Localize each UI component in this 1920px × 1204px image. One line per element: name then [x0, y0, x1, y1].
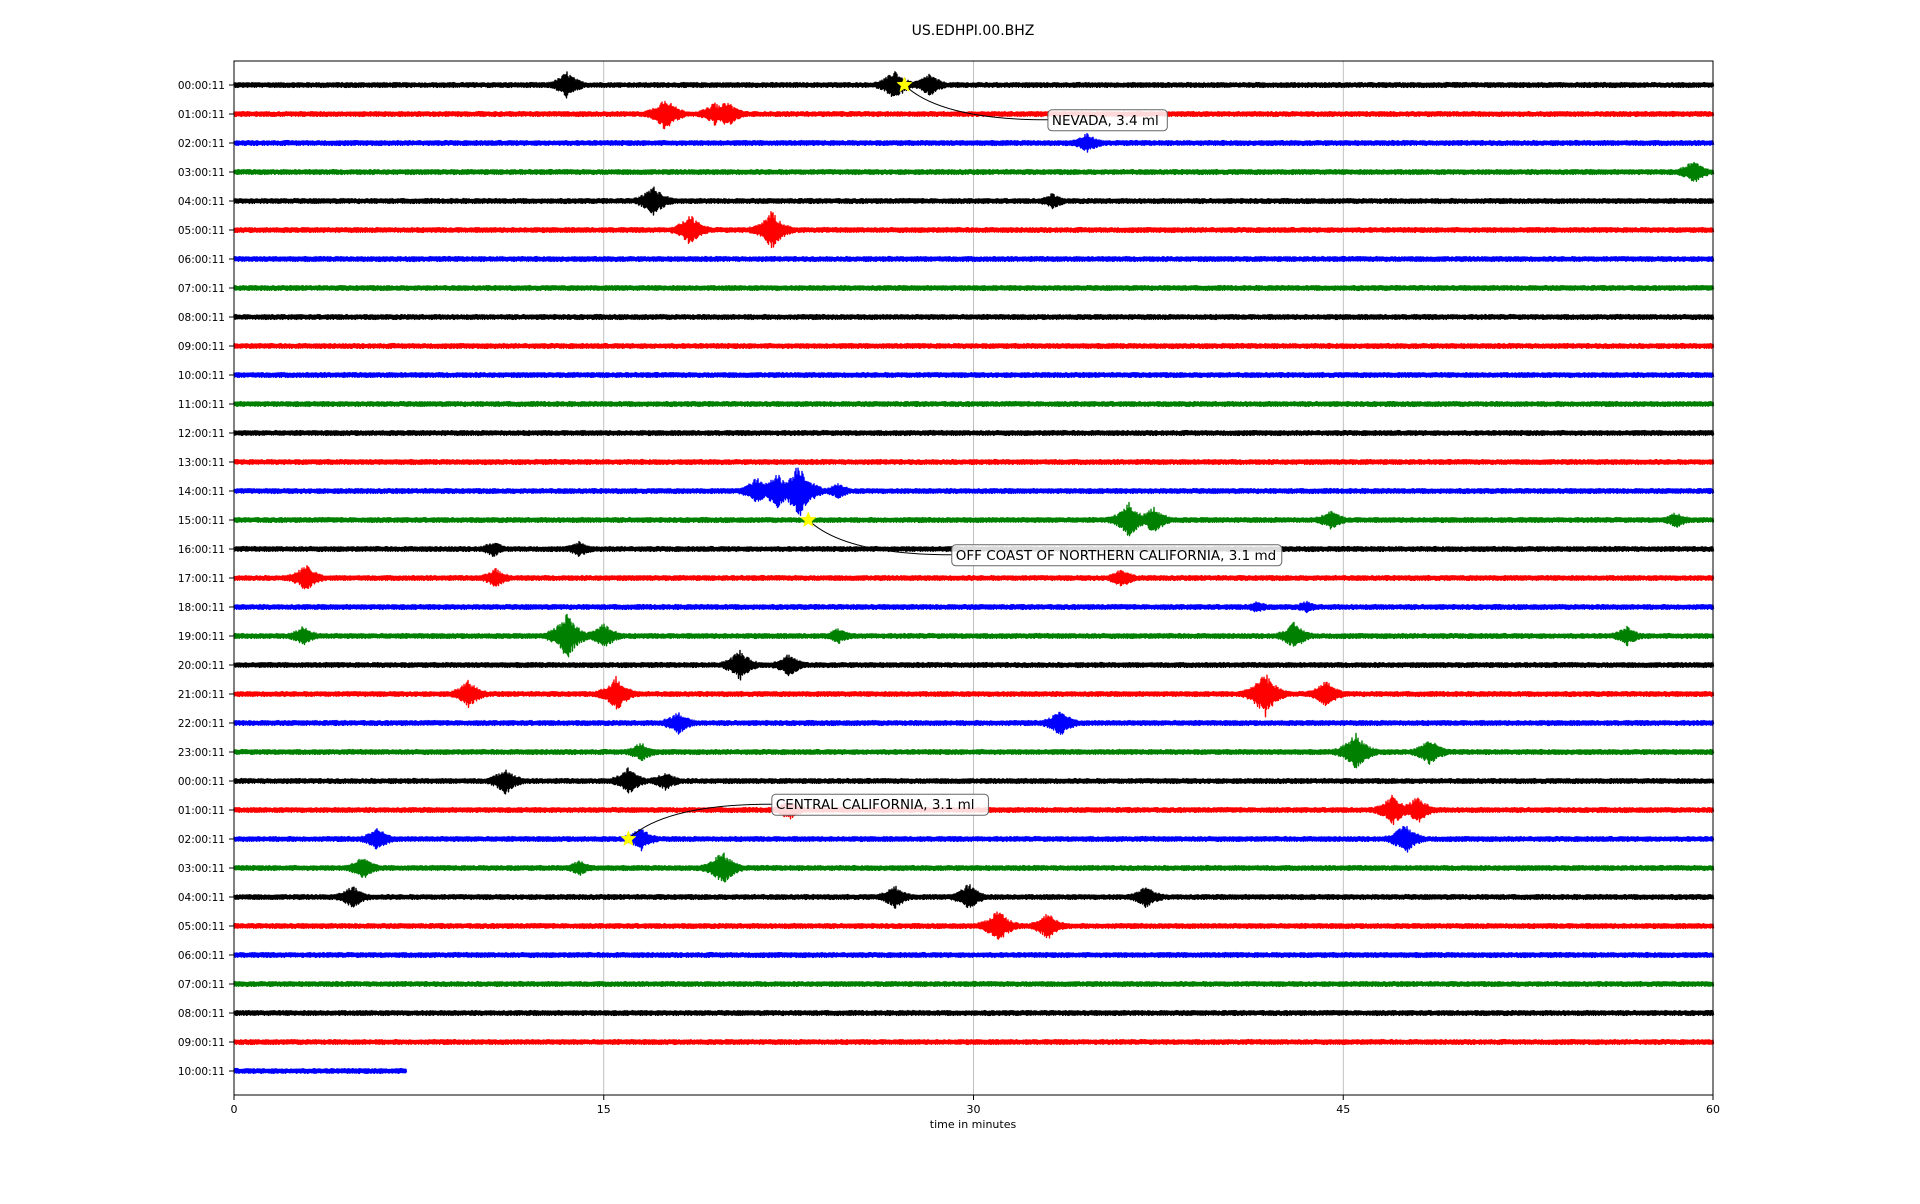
event-star-marker [896, 76, 913, 93]
x-tick-label: 30 [967, 1103, 981, 1116]
row-time-label: 05:00:11 [178, 921, 225, 933]
row-time-label: 04:00:11 [178, 892, 225, 904]
event-star-marker [800, 511, 817, 528]
axis-layer: 0 15 30 45 60 00:00:11 01:00:11 02:00:11 03:00:1… [178, 60, 1720, 1116]
seismic-trace [233, 825, 1715, 853]
seismic-trace [233, 951, 1715, 959]
seismic-trace [233, 255, 1715, 263]
row-time-label: 10:00:11 [178, 1066, 225, 1078]
seismic-trace [233, 186, 1715, 216]
x-tick-label: 60 [1706, 1103, 1720, 1116]
seismic-trace [233, 732, 1715, 769]
event-label-box [771, 793, 989, 816]
event-label: OFF COAST OF NORTHERN CALIFORNIA, 3.1 md [956, 548, 1276, 564]
row-time-label: 02:00:11 [178, 834, 225, 846]
seismic-trace [233, 132, 1715, 153]
row-time-label: 00:00:11 [178, 776, 225, 788]
event-label-box [1047, 109, 1168, 132]
seismic-trace [233, 429, 1715, 437]
event-layer: NEVADA, 3.4 ml OFF COAST OF NORTHERN CALI… [620, 76, 1283, 847]
seismic-trace [233, 284, 1715, 292]
event-connector [904, 84, 1048, 121]
seismic-trace [233, 565, 1715, 590]
x-axis-label: time in minutes [930, 1118, 1017, 1131]
row-time-label: 03:00:11 [178, 167, 225, 179]
seismic-trace [233, 1067, 408, 1075]
row-time-label: 04:00:11 [178, 196, 225, 208]
row-time-label: 14:00:11 [178, 486, 225, 498]
event-annotation: OFF COAST OF NORTHERN CALIFORNIA, 3.1 md [800, 511, 1283, 567]
row-time-label: 23:00:11 [178, 747, 225, 759]
row-time-label: 07:00:11 [178, 979, 225, 991]
x-tick-label: 15 [597, 1103, 611, 1116]
seismic-trace [233, 161, 1715, 182]
seismic-trace [233, 313, 1715, 321]
event-annotation: NEVADA, 3.4 ml [896, 76, 1168, 132]
seismic-trace [233, 100, 1715, 130]
row-time-label: 09:00:11 [178, 341, 225, 353]
trace-layer [233, 71, 1715, 1075]
row-time-label: 02:00:11 [178, 138, 225, 150]
row-time-label: 08:00:11 [178, 1008, 225, 1020]
event-star-marker [620, 830, 637, 847]
row-time-label: 03:00:11 [178, 863, 225, 875]
row-time-label: 17:00:11 [178, 573, 225, 585]
seismic-trace [233, 400, 1715, 408]
row-time-label: 15:00:11 [178, 515, 225, 527]
seismic-trace [233, 371, 1715, 379]
row-time-label: 09:00:11 [178, 1037, 225, 1049]
row-time-label: 01:00:11 [178, 109, 225, 121]
seismic-trace [233, 767, 1715, 795]
row-time-label: 08:00:11 [178, 312, 225, 324]
x-tick-label: 45 [1336, 1103, 1350, 1116]
row-time-label: 20:00:11 [178, 660, 225, 672]
event-annotation: CENTRAL CALIFORNIA, 3.1 ml [620, 793, 989, 847]
seismic-trace [233, 1038, 1715, 1046]
seismic-trace [233, 649, 1715, 681]
seismic-trace [233, 1009, 1715, 1017]
seismic-trace [233, 711, 1715, 735]
row-time-label: 01:00:11 [178, 805, 225, 817]
row-time-label: 18:00:11 [178, 602, 225, 614]
row-time-label: 16:00:11 [178, 544, 225, 556]
seismic-trace [233, 980, 1715, 988]
seismic-trace [233, 458, 1715, 466]
seismic-trace [233, 884, 1715, 909]
row-time-label: 13:00:11 [178, 457, 225, 469]
seismic-trace [233, 613, 1715, 658]
row-time-label: 07:00:11 [178, 283, 225, 295]
seismic-trace [233, 211, 1715, 249]
row-time-label: 05:00:11 [178, 225, 225, 237]
seismic-trace [233, 600, 1715, 614]
event-connector [807, 519, 952, 556]
event-label-box [951, 544, 1283, 567]
seismic-trace [233, 467, 1715, 516]
row-time-label: 22:00:11 [178, 718, 225, 730]
seismic-trace [233, 911, 1715, 940]
seismic-trace [233, 71, 1715, 99]
seismic-trace [233, 852, 1715, 883]
row-time-label: 19:00:11 [178, 631, 225, 643]
row-time-label: 06:00:11 [178, 254, 225, 266]
event-label: NEVADA, 3.4 ml [1052, 113, 1159, 129]
seismic-trace [233, 342, 1715, 350]
row-time-label: 06:00:11 [178, 950, 225, 962]
row-time-label: 10:00:11 [178, 370, 225, 382]
row-time-label: 00:00:11 [178, 80, 225, 92]
event-label: CENTRAL CALIFORNIA, 3.1 ml [776, 797, 975, 813]
row-time-label: 21:00:11 [178, 689, 225, 701]
row-time-label: 11:00:11 [178, 399, 225, 411]
row-time-label: 12:00:11 [178, 428, 225, 440]
seismic-trace [233, 674, 1715, 718]
event-connector [628, 803, 772, 840]
seismic-trace [233, 501, 1715, 537]
x-tick-label: 0 [231, 1103, 238, 1116]
chart-title: US.EDHPI.00.BHZ [912, 23, 1035, 39]
